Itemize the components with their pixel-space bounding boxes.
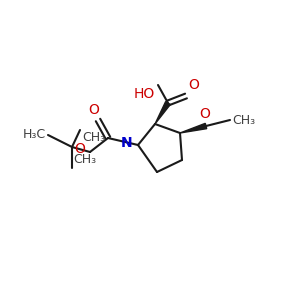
Text: O: O — [200, 107, 210, 121]
Polygon shape — [180, 123, 207, 133]
Text: CH₃: CH₃ — [82, 131, 105, 144]
Text: CH₃: CH₃ — [232, 113, 255, 127]
Text: H₃C: H₃C — [23, 128, 46, 142]
Text: O: O — [74, 142, 85, 156]
Text: O: O — [88, 103, 99, 117]
Text: N: N — [120, 136, 132, 150]
Text: HO: HO — [134, 87, 155, 101]
Polygon shape — [155, 102, 170, 124]
Text: O: O — [188, 78, 199, 92]
Text: CH₃: CH₃ — [73, 153, 96, 166]
